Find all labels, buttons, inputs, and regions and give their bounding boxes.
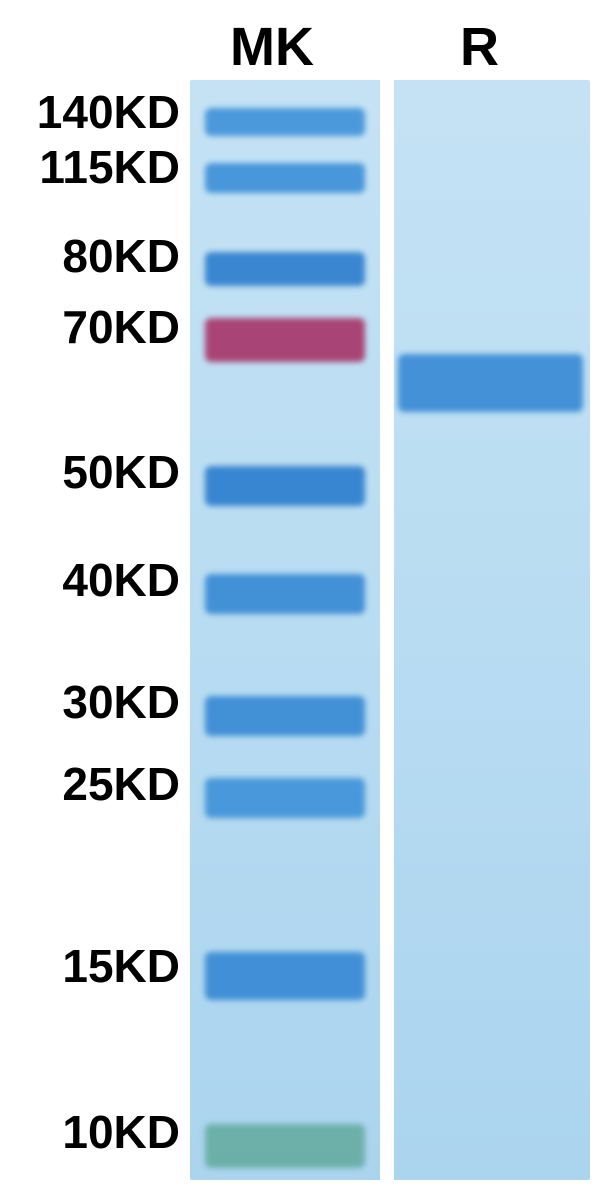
marker-band — [205, 252, 365, 286]
gel-figure: MK R 140KD115KD 80KD 70KD 50KD 40KD 30KD 25KD 15… — [0, 0, 600, 1191]
marker-band — [205, 108, 365, 136]
marker-band — [205, 318, 365, 362]
mw-label-50kd: 50KD — [62, 445, 180, 499]
mw-label-10kd: 10KD — [62, 1105, 180, 1159]
marker-band — [205, 696, 365, 736]
lane-label-r: R — [460, 16, 499, 78]
mw-label-30kd: 30KD — [62, 675, 180, 729]
mw-label-80kd: 80KD — [62, 229, 180, 283]
marker-band — [205, 778, 365, 818]
mw-label-25kd: 25KD — [62, 757, 180, 811]
mw-label-140kd: 140KD — [37, 85, 180, 139]
mw-label-40kd: 40KD — [62, 553, 180, 607]
marker-band — [205, 466, 365, 506]
lane-label-mk: MK — [230, 16, 314, 78]
mw-label-70kd: 70KD — [62, 300, 180, 354]
marker-band — [205, 163, 365, 193]
mw-label-115kd: 115KD — [39, 140, 180, 194]
marker-band — [205, 1124, 365, 1168]
mw-label-15kd: 15KD — [62, 939, 180, 993]
lane-separator — [380, 80, 394, 1180]
marker-band — [205, 574, 365, 614]
marker-band — [205, 952, 365, 1000]
sample-band — [398, 354, 583, 412]
